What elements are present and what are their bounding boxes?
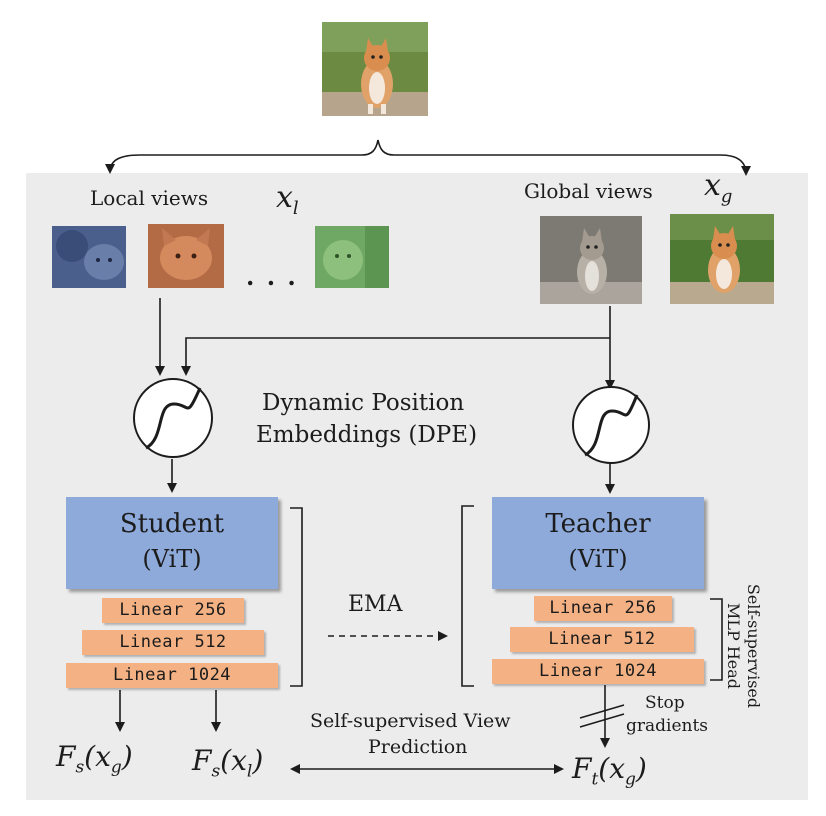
input-cat-image: [322, 22, 428, 116]
teacher-vit-block: Teacher (ViT): [492, 497, 704, 589]
student-vit-block: Student (ViT): [66, 497, 278, 589]
local-views-label: Local views: [90, 186, 209, 210]
prediction-label-line2: Prediction: [368, 736, 468, 758]
teacher-subtitle: (ViT): [568, 545, 628, 573]
teacher-title: Teacher: [545, 509, 651, 539]
stop-gradient-mark-2: [579, 713, 625, 728]
teacher-linear-1024: Linear 1024: [492, 659, 704, 684]
student-linear-1024: Linear 1024: [66, 663, 278, 688]
teacher-dpe-icon: [572, 386, 650, 464]
stop-gradient-mark-1: [579, 704, 625, 719]
ema-label: EMA: [348, 592, 403, 617]
student-subtitle: (ViT): [142, 545, 202, 573]
local-views-symbol: xl: [276, 180, 299, 219]
global-view-gray-thumbnail: [540, 216, 642, 304]
stop-label: Stop: [645, 693, 685, 713]
global-views-symbol: xg: [704, 168, 733, 207]
global-views-label: Global views: [524, 179, 653, 203]
student-bracket: [290, 507, 303, 687]
ellipsis: . . .: [246, 262, 298, 291]
student-linear-512: Linear 512: [82, 630, 264, 655]
dpe-label-line2: Embeddings (DPE): [256, 422, 478, 448]
teacher-bracket: [461, 505, 474, 687]
dpe-label-line1: Dynamic Position: [262, 390, 465, 416]
output-teacher-global: Ft(xg): [572, 752, 647, 790]
global-to-student-dpe-arrow: [181, 337, 610, 376]
prediction-label-line1: Self-supervised View: [310, 710, 511, 732]
local-view-orange-thumbnail: [148, 224, 224, 288]
mlp-head-bracket: [710, 598, 723, 681]
student-dpe-icon: [133, 378, 213, 458]
gradients-label: gradients: [626, 716, 709, 736]
teacher-linear-512: Linear 512: [510, 627, 694, 652]
output-student-local: Fs(xl): [192, 744, 264, 782]
student-title: Student: [119, 509, 225, 539]
local-view-blue-thumbnail: [52, 226, 126, 288]
local-view-green-thumbnail: [315, 226, 389, 288]
split-brace: [105, 139, 751, 176]
output-student-global: Fs(xg): [56, 740, 133, 778]
global-view-color-thumbnail: [670, 214, 774, 304]
teacher-linear-256: Linear 256: [534, 596, 672, 621]
student-linear-256: Linear 256: [102, 598, 244, 623]
